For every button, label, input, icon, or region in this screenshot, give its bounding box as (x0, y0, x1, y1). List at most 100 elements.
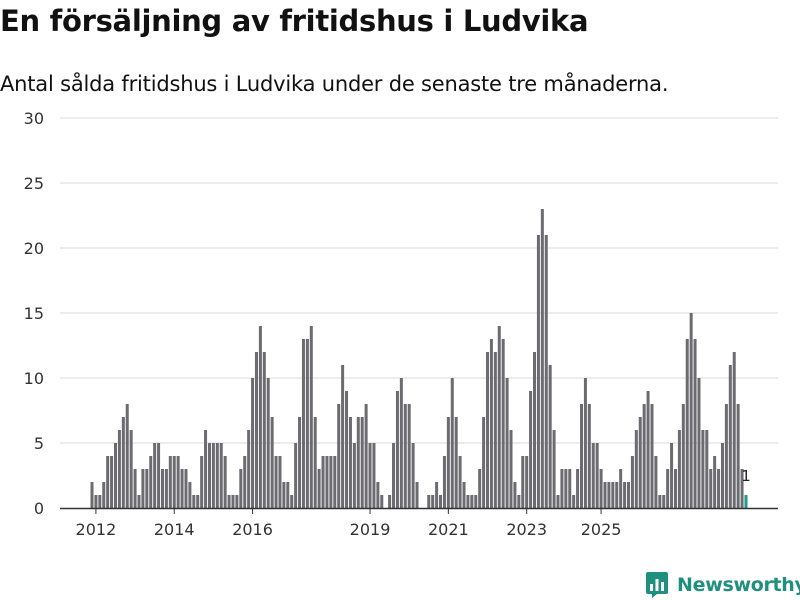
bar (380, 495, 384, 508)
bar (368, 443, 372, 508)
bar (615, 482, 619, 508)
bar (243, 456, 247, 508)
bar (176, 456, 180, 508)
bar (125, 404, 129, 508)
bar (168, 456, 172, 508)
bar (313, 417, 317, 508)
bar (478, 469, 482, 508)
bar (329, 456, 333, 508)
bar (114, 443, 117, 508)
bar (564, 469, 568, 508)
bar (172, 456, 176, 508)
bar (141, 469, 145, 508)
bar (603, 482, 607, 508)
bar (607, 482, 611, 508)
bar (270, 417, 274, 508)
x-tick-label: 2023 (506, 520, 547, 539)
bar (681, 404, 685, 508)
bar (251, 378, 255, 508)
bar (160, 469, 164, 508)
bar (556, 495, 560, 508)
gridlines (60, 117, 778, 444)
bar (215, 443, 219, 508)
bar (583, 378, 587, 508)
bar (254, 352, 258, 508)
bar (619, 469, 623, 508)
bar (395, 391, 399, 508)
bar (497, 326, 501, 508)
bar (411, 443, 415, 508)
x-tick-label: 2014 (154, 520, 195, 539)
bar (462, 482, 466, 508)
x-tick-label: 2021 (428, 520, 469, 539)
bar (540, 209, 544, 508)
bar (227, 495, 231, 508)
bar (239, 469, 243, 508)
y-axis-labels: 0 5 10 15 20 25 30 (24, 109, 44, 518)
bar (157, 443, 161, 508)
bar (709, 469, 713, 508)
x-axis-ticks: 2012 2014 2016 2019 2021 2023 2025 (76, 508, 621, 539)
bar (348, 417, 352, 508)
bar (298, 417, 302, 508)
bar (184, 469, 188, 508)
bar (599, 469, 603, 508)
bar (552, 430, 556, 508)
bar (247, 430, 251, 508)
bar (595, 443, 599, 508)
bar (493, 352, 497, 508)
bar (529, 391, 533, 508)
bar (153, 443, 157, 508)
bar (458, 456, 462, 508)
bar (439, 495, 443, 508)
bar (325, 456, 329, 508)
bar (470, 495, 474, 508)
bar (705, 430, 709, 508)
newsworthy-brand[interactable]: Newsworthy (645, 570, 800, 600)
bar (399, 378, 403, 508)
bar (489, 339, 493, 508)
bars (90, 209, 748, 508)
bar (685, 339, 689, 508)
bar (642, 404, 646, 508)
y-tick-label: 15 (24, 304, 44, 323)
bar (536, 235, 540, 508)
bar (133, 469, 137, 508)
bar (732, 352, 736, 508)
bar (654, 456, 658, 508)
bar (90, 482, 94, 508)
bar (650, 404, 654, 508)
y-tick-label: 30 (24, 109, 44, 128)
bar (505, 378, 509, 508)
bar (474, 495, 478, 508)
bar (117, 430, 121, 508)
bar (701, 430, 705, 508)
bar (431, 495, 435, 508)
bar (513, 482, 517, 508)
bar (286, 482, 290, 508)
bar (525, 456, 529, 508)
bar (623, 482, 627, 508)
x-tick-label: 2012 (76, 520, 117, 539)
bar (572, 495, 576, 508)
bar (262, 352, 266, 508)
bar (720, 443, 724, 508)
bar (305, 339, 309, 508)
bar (274, 456, 278, 508)
bar (145, 469, 149, 508)
bar (611, 482, 615, 508)
bar (560, 469, 564, 508)
last-bar-value-label: 1 (741, 467, 751, 485)
bar (736, 404, 740, 508)
bar (630, 456, 634, 508)
bar (580, 404, 583, 508)
bar (626, 482, 630, 508)
bar (231, 495, 235, 508)
bar (728, 365, 732, 508)
x-tick-label: 2019 (350, 520, 391, 539)
bar (403, 404, 407, 508)
bar (693, 339, 697, 508)
bar (106, 456, 110, 508)
y-tick-label: 25 (24, 174, 44, 193)
